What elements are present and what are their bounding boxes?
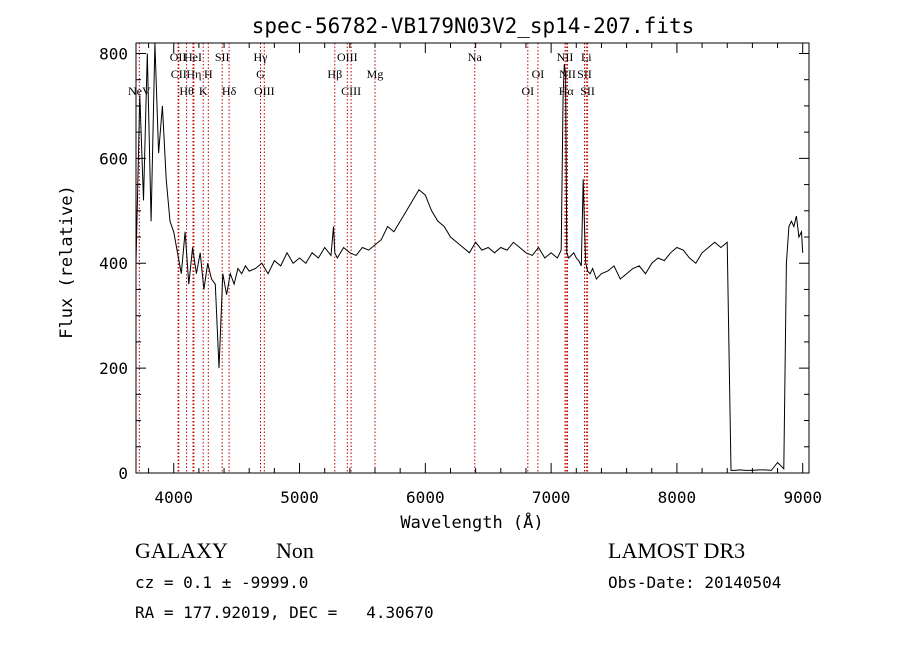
coordinates: RA = 177.92019, DEC = 4.30670 — [135, 603, 434, 622]
y-tick-label: 200 — [99, 359, 128, 378]
line-label-2: CII — [171, 67, 187, 81]
line-label-23: Li — [581, 50, 592, 64]
redshift-cz: cz = 0.1 ± -9999.0 — [135, 573, 309, 592]
line-label-5: Hη — [186, 67, 201, 81]
x-tick-label: 6000 — [406, 488, 445, 507]
y-tick-label: 400 — [99, 254, 128, 273]
spectrum-plot — [136, 43, 804, 471]
x-tick-label: 5000 — [280, 488, 319, 507]
object-class: GALAXY — [135, 538, 228, 563]
line-label-3: Hθ — [179, 84, 194, 98]
line-label-15: CIII — [341, 84, 361, 98]
line-label-14: OIII — [337, 50, 358, 64]
line-label-12: OIII — [254, 84, 275, 98]
axis-ticks: 4000 5000 6000 7000 8000 9000 0 200 400 600 800 — [99, 43, 822, 507]
object-subclass: Non — [276, 538, 314, 563]
line-label-0: NeV — [128, 84, 151, 98]
line-label-1: OII — [170, 50, 187, 64]
line-label-6: K — [199, 84, 208, 98]
line-labels: NeVOIICIIHθHeIHηKHSIIHδHγGOIIIHβOIIICIII… — [128, 50, 595, 98]
line-label-24: SII — [577, 67, 592, 81]
line-label-11: G — [256, 67, 265, 81]
spectrum-line — [136, 43, 804, 471]
line-label-18: OI — [521, 84, 534, 98]
line-label-22: Hα — [559, 84, 575, 98]
y-tick-label: 600 — [99, 149, 128, 168]
line-label-8: SII — [215, 50, 230, 64]
line-label-16: Mg — [367, 67, 384, 81]
line-label-10: Hγ — [254, 50, 269, 64]
line-label-9: Hδ — [222, 84, 237, 98]
line-label-21: NII — [559, 67, 576, 81]
line-label-20: NII — [557, 50, 574, 64]
y-axis-label: Flux (relative) — [57, 185, 77, 339]
survey-label: LAMOST DR3 — [608, 538, 746, 563]
x-tick-label: 8000 — [658, 488, 697, 507]
line-label-7: H — [204, 67, 213, 81]
line-label-19: OI — [532, 67, 545, 81]
plot-frame — [135, 42, 810, 474]
line-label-13: Hβ — [327, 67, 342, 81]
x-tick-label: 7000 — [532, 488, 571, 507]
y-tick-label: 800 — [99, 44, 128, 63]
x-tick-label: 4000 — [154, 488, 193, 507]
chart-title: spec-56782-VB179N03V2_sp14-207.fits — [252, 14, 695, 38]
x-tick-label: 9000 — [783, 488, 822, 507]
line-label-25: SII — [580, 84, 595, 98]
y-tick-label: 0 — [118, 464, 128, 483]
obs-date: Obs-Date: 20140504 — [608, 573, 782, 592]
emission-line-markers — [138, 43, 589, 473]
line-label-4: HeI — [184, 50, 202, 64]
line-label-17: Na — [468, 50, 483, 64]
x-axis-label: Wavelength (Å) — [400, 511, 543, 533]
